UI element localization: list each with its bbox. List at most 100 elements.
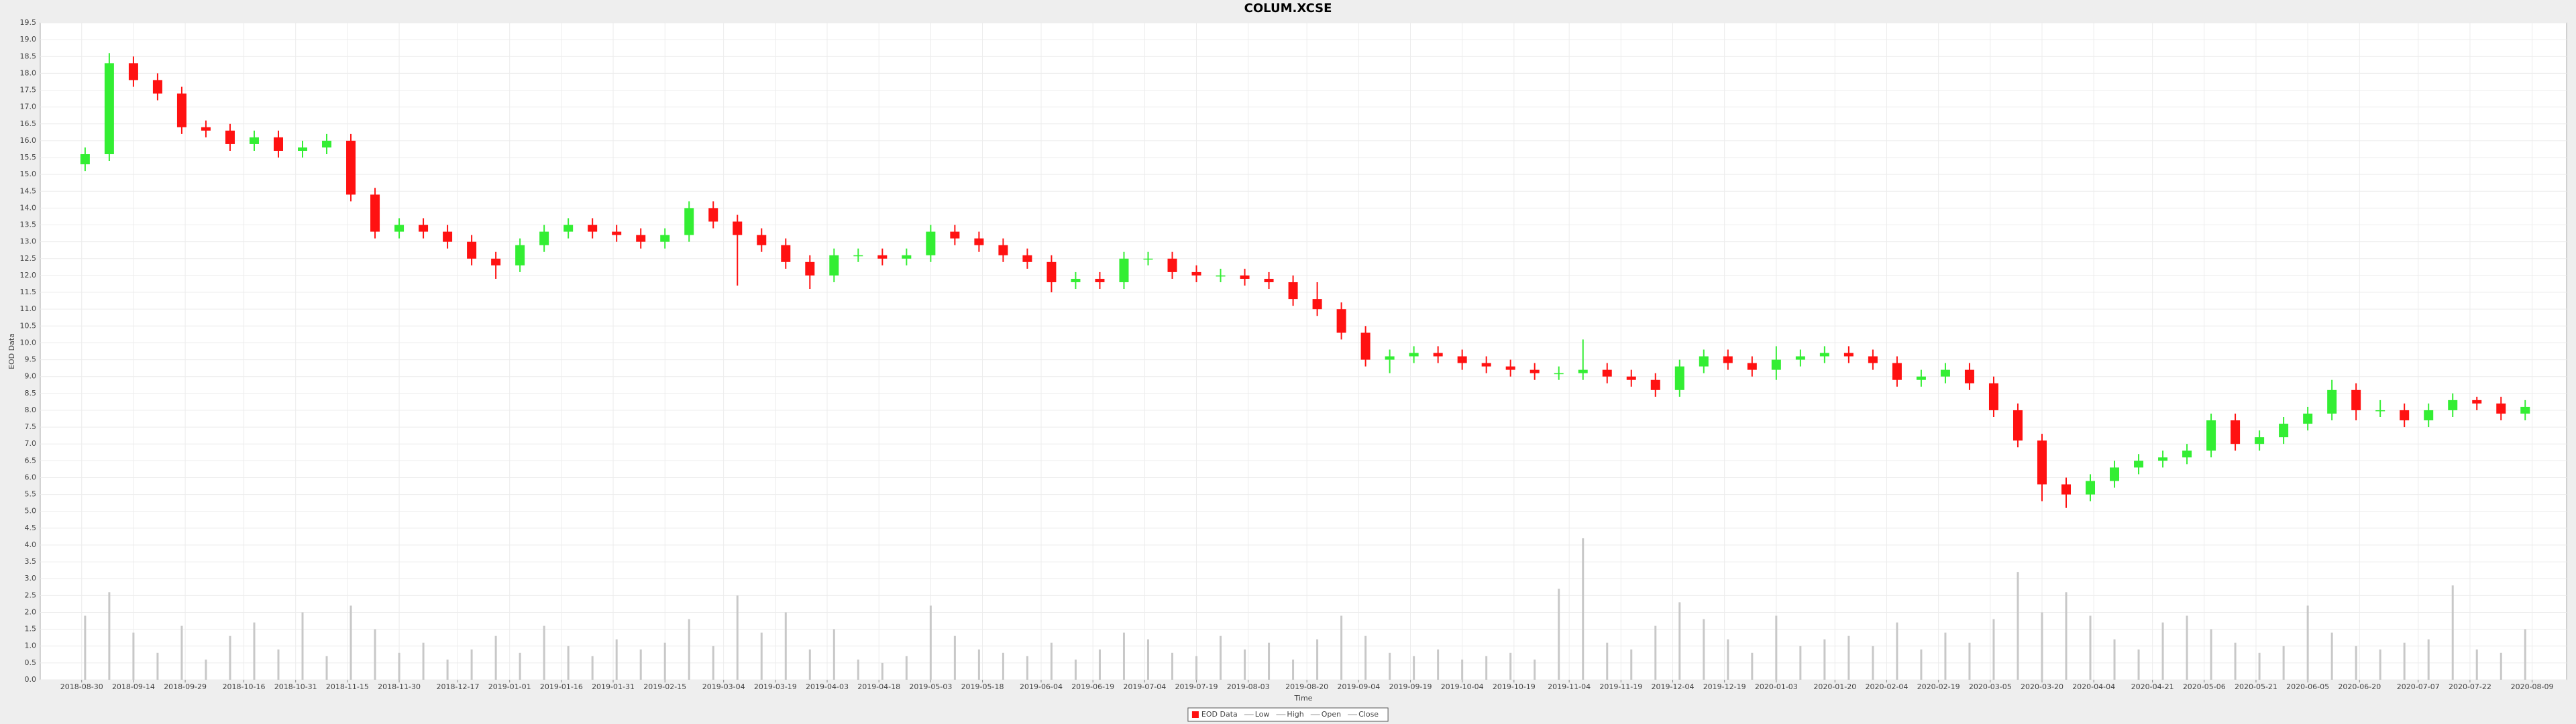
x-tick-label: 2019-06-04	[1020, 682, 1063, 691]
volume-bar	[1146, 639, 1149, 680]
candle-body	[733, 221, 743, 235]
volume-bar	[639, 649, 642, 680]
volume-bar	[905, 656, 908, 680]
candle-body	[1312, 299, 1322, 310]
candle-body	[394, 225, 405, 232]
candle-body	[539, 231, 549, 245]
volume-bar	[1992, 619, 1995, 680]
x-tick-label: 2018-09-29	[164, 682, 207, 691]
volume-bar	[1316, 639, 1319, 680]
x-tick-label: 2020-01-03	[1755, 682, 1798, 691]
y-tick-label: 6.5	[25, 456, 37, 465]
candle-body	[974, 238, 984, 245]
candle-body	[2012, 410, 2023, 441]
volume-bar	[1026, 656, 1028, 680]
candle-body	[1940, 369, 1950, 377]
volume-bar	[1727, 639, 1729, 680]
candle-body	[322, 140, 332, 147]
volume-bar	[2113, 639, 2116, 680]
volume-bar	[2161, 622, 2164, 680]
volume-bar	[591, 656, 594, 680]
x-tick-label: 2019-01-01	[488, 682, 531, 691]
volume-bar	[977, 649, 980, 680]
volume-bar	[2379, 649, 2381, 680]
y-tick-label: 11.0	[20, 304, 37, 313]
candle-body	[467, 241, 477, 259]
y-tick-label: 4.5	[25, 524, 37, 532]
x-tick-label: 2020-03-20	[2021, 682, 2063, 691]
y-tick-label: 0.0	[25, 675, 37, 684]
candle-body	[2231, 420, 2241, 444]
volume-bar	[1074, 659, 1077, 680]
candle-body	[1699, 356, 1709, 367]
candle-body	[1119, 258, 1129, 282]
candle-body	[298, 147, 308, 151]
y-tick-label: 3.5	[25, 557, 37, 566]
candle-body	[588, 225, 598, 232]
candle-body	[2303, 413, 2313, 424]
y-tick-label: 9.0	[25, 372, 37, 381]
y-tick-label: 1.5	[25, 625, 37, 634]
grid	[40, 22, 2567, 680]
candle-body	[1988, 383, 1998, 410]
volume-bar	[1389, 652, 1391, 680]
x-tick-label: 2020-04-04	[2072, 682, 2115, 691]
volume-bar	[1220, 636, 1222, 680]
volume-bar	[1364, 636, 1367, 680]
candle-body	[2520, 406, 2530, 414]
candle-body	[1916, 376, 1926, 380]
volume-bar	[881, 662, 883, 680]
x-tick-label: 2019-04-18	[857, 682, 900, 691]
volume-bar	[156, 652, 159, 680]
candle-body	[1264, 278, 1274, 282]
volume-bar	[1654, 625, 1657, 680]
x-tick-label: 2020-06-20	[2338, 682, 2381, 691]
candle-body	[1529, 369, 1540, 373]
candle-body	[152, 80, 162, 94]
volume-bar	[132, 632, 135, 680]
y-tick-label: 9.5	[25, 355, 37, 364]
x-tick-label: 2018-08-30	[60, 682, 103, 691]
volume-bar	[301, 612, 304, 680]
y-tick-label: 4.0	[25, 540, 37, 549]
candle-body	[2134, 461, 2144, 468]
legend-box	[1187, 707, 1389, 722]
candle-body	[1433, 353, 1443, 357]
volume-bar	[1171, 652, 1173, 680]
candle-body	[636, 235, 646, 242]
candle-body	[564, 225, 574, 232]
volume-bar	[688, 619, 690, 680]
volume-bar	[2403, 642, 2406, 680]
volume-bar	[2451, 585, 2454, 680]
candle-body	[1095, 278, 1105, 282]
candle-body	[1964, 369, 1974, 383]
candle-body	[80, 154, 90, 165]
volume-bar	[374, 629, 376, 680]
volume-bar	[2258, 652, 2261, 680]
candle-body	[419, 225, 429, 232]
y-tick-label: 15.0	[20, 170, 37, 178]
x-tick-label: 2019-10-04	[1441, 682, 1484, 691]
volume-bar	[1606, 642, 1609, 680]
candle-body	[612, 231, 622, 235]
candle-body	[515, 245, 525, 265]
volume-bar	[1268, 642, 1271, 680]
x-tick-label: 2019-04-03	[806, 682, 849, 691]
legend-label: High	[1287, 710, 1303, 719]
y-tick-label: 18.5	[20, 52, 37, 60]
candle-body	[1819, 353, 1829, 357]
volume-bar	[2186, 615, 2188, 680]
y-tick-label: 19.5	[20, 18, 37, 27]
volume-bar	[2234, 642, 2237, 680]
candle-body	[2037, 440, 2047, 485]
y-tick-label: 16.5	[20, 119, 37, 128]
candles	[80, 53, 2530, 508]
candle-body	[1771, 359, 1781, 370]
volume-bar	[398, 652, 400, 680]
y-tick-label: 15.5	[20, 153, 37, 162]
candle-body	[1505, 366, 1515, 370]
volume-bar	[784, 612, 787, 680]
x-tick-label: 2019-09-19	[1389, 682, 1432, 691]
y-tick-label: 1.0	[25, 642, 37, 650]
volume-bar	[2041, 612, 2043, 680]
